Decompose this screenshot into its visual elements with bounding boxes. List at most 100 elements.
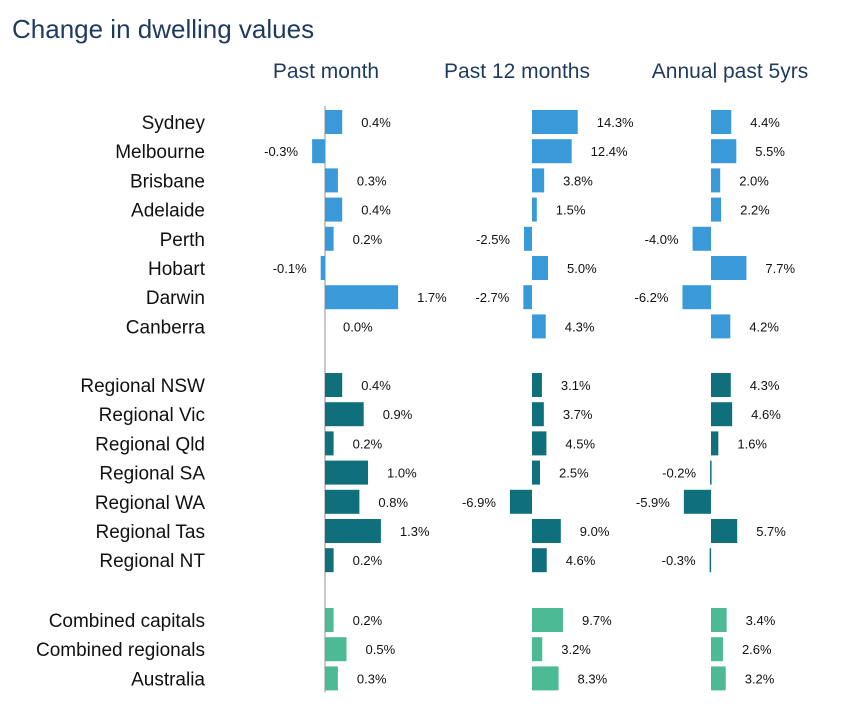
bar-melbourne-past-month xyxy=(312,139,325,164)
bar-darwin-past-12-months xyxy=(523,285,532,310)
value-label-regional-qld-past-12-months: 4.5% xyxy=(565,436,595,451)
value-label-melbourne-past-12-months: 12.4% xyxy=(591,144,628,159)
value-label-regional-sa-past-12-months: 2.5% xyxy=(559,466,589,481)
bar-regional-qld-annual-past-5yrs xyxy=(711,431,719,456)
bar-australia-past-month xyxy=(325,666,338,691)
value-label-hobart-past-month: -0.1% xyxy=(273,261,307,276)
value-label-australia-past-12-months: 8.3% xyxy=(578,671,608,686)
bar-regional-nsw-past-month xyxy=(325,373,343,397)
bar-sydney-past-12-months xyxy=(532,110,578,134)
value-label-regional-nsw-past-12-months: 3.1% xyxy=(561,378,591,393)
row-label-hobart: Hobart xyxy=(148,259,206,280)
bar-regional-wa-annual-past-5yrs xyxy=(683,489,711,514)
bar-regional-qld-past-month xyxy=(325,431,334,456)
bar-brisbane-annual-past-5yrs xyxy=(711,168,721,193)
value-label-darwin-past-12-months: -2.7% xyxy=(475,290,509,305)
value-label-regional-wa-annual-past-5yrs: -5.9% xyxy=(636,495,670,510)
value-label-darwin-annual-past-5yrs: -6.2% xyxy=(635,290,669,305)
value-label-regional-wa-past-12-months: -6.9% xyxy=(462,495,496,510)
bar-regional-nt-past-month xyxy=(325,548,334,573)
row-label-australia: Australia xyxy=(131,669,205,690)
bar-regional-tas-past-12-months xyxy=(532,519,561,543)
value-label-combined-capitals-past-12-months: 9.7% xyxy=(582,613,612,628)
value-label-regional-wa-past-month: 0.8% xyxy=(378,495,408,510)
row-label-regional-wa: Regional WA xyxy=(95,493,206,514)
bar-darwin-past-month xyxy=(325,285,399,310)
value-label-australia-annual-past-5yrs: 3.2% xyxy=(745,671,775,686)
row-label-regional-nt: Regional NT xyxy=(99,551,205,572)
value-label-hobart-past-12-months: 5.0% xyxy=(567,261,597,276)
bar-combined-capitals-annual-past-5yrs xyxy=(711,608,727,632)
row-label-regional-qld: Regional Qld xyxy=(95,434,205,455)
row-label-regional-sa: Regional SA xyxy=(99,464,205,485)
value-label-darwin-past-month: 1.7% xyxy=(417,290,447,305)
bar-australia-past-12-months xyxy=(532,666,559,691)
bar-perth-past-12-months xyxy=(524,226,532,251)
value-label-perth-past-month: 0.2% xyxy=(353,232,383,247)
value-label-brisbane-annual-past-5yrs: 2.0% xyxy=(739,173,769,188)
bar-regional-nsw-annual-past-5yrs xyxy=(711,373,731,397)
row-label-regional-vic: Regional Vic xyxy=(99,405,205,426)
bar-regional-wa-past-12-months xyxy=(509,489,532,514)
value-label-brisbane-past-12-months: 3.8% xyxy=(563,173,593,188)
value-label-regional-nsw-past-month: 0.4% xyxy=(361,378,391,393)
bar-darwin-annual-past-5yrs xyxy=(682,285,711,310)
value-label-hobart-annual-past-5yrs: 7.7% xyxy=(765,261,795,276)
bar-brisbane-past-month xyxy=(325,168,338,193)
row-label-combined-capitals: Combined capitals xyxy=(49,611,205,632)
value-label-canberra-past-12-months: 4.3% xyxy=(565,319,595,334)
bar-regional-qld-past-12-months xyxy=(532,431,547,456)
bar-regional-wa-past-month xyxy=(325,489,360,514)
bar-adelaide-past-month xyxy=(325,197,343,222)
value-label-regional-sa-annual-past-5yrs: -0.2% xyxy=(662,466,696,481)
bar-regional-vic-past-12-months xyxy=(532,402,544,427)
value-label-melbourne-past-month: -0.3% xyxy=(264,144,298,159)
bar-australia-annual-past-5yrs xyxy=(711,666,726,691)
panel-header-past-12-months: Past 12 months xyxy=(444,60,590,83)
bar-sydney-annual-past-5yrs xyxy=(711,110,732,134)
bar-adelaide-annual-past-5yrs xyxy=(711,197,722,222)
row-label-brisbane: Brisbane xyxy=(130,171,205,192)
value-label-adelaide-annual-past-5yrs: 2.2% xyxy=(740,203,770,218)
value-label-combined-capitals-past-month: 0.2% xyxy=(353,613,383,628)
chart-title: Change in dwelling values xyxy=(12,14,315,44)
value-label-sydney-past-month: 0.4% xyxy=(361,115,391,130)
value-label-perth-annual-past-5yrs: -4.0% xyxy=(645,232,679,247)
value-label-regional-nt-annual-past-5yrs: -0.3% xyxy=(662,553,696,568)
row-label-regional-tas: Regional Tas xyxy=(95,522,205,543)
bar-adelaide-past-12-months xyxy=(532,197,537,222)
value-label-regional-tas-past-12-months: 9.0% xyxy=(580,524,610,539)
value-label-regional-tas-past-month: 1.3% xyxy=(400,524,430,539)
value-label-adelaide-past-month: 0.4% xyxy=(361,203,391,218)
bar-brisbane-past-12-months xyxy=(532,168,545,193)
value-label-perth-past-12-months: -2.5% xyxy=(476,232,510,247)
row-label-combined-regionals: Combined regionals xyxy=(36,640,205,661)
row-label-regional-nsw: Regional NSW xyxy=(80,376,205,397)
row-label-canberra: Canberra xyxy=(126,317,206,338)
value-label-combined-regionals-past-12-months: 3.2% xyxy=(561,642,591,657)
bar-hobart-annual-past-5yrs xyxy=(711,256,747,280)
bar-regional-tas-annual-past-5yrs xyxy=(711,519,738,543)
bar-regional-sa-annual-past-5yrs xyxy=(710,460,712,485)
bar-regional-vic-annual-past-5yrs xyxy=(711,402,733,427)
row-label-perth: Perth xyxy=(160,230,205,251)
bar-combined-capitals-past-12-months xyxy=(532,608,564,632)
value-label-combined-regionals-past-month: 0.5% xyxy=(366,642,396,657)
row-label-sydney: Sydney xyxy=(142,113,206,134)
value-label-regional-sa-past-month: 1.0% xyxy=(387,466,417,481)
panel-header-past-month: Past month xyxy=(272,60,380,83)
value-label-australia-past-month: 0.3% xyxy=(357,671,387,686)
value-label-adelaide-past-12-months: 1.5% xyxy=(556,203,586,218)
bar-combined-regionals-past-12-months xyxy=(532,637,543,662)
row-label-melbourne: Melbourne xyxy=(115,142,205,163)
value-label-melbourne-annual-past-5yrs: 5.5% xyxy=(755,144,785,159)
value-label-canberra-past-month: 0.0% xyxy=(343,319,373,334)
value-label-sydney-annual-past-5yrs: 4.4% xyxy=(750,115,780,130)
bar-hobart-past-month xyxy=(320,256,325,280)
value-label-regional-qld-annual-past-5yrs: 1.6% xyxy=(737,436,767,451)
bar-regional-vic-past-month xyxy=(325,402,364,427)
bar-regional-nsw-past-12-months xyxy=(532,373,542,397)
bar-perth-annual-past-5yrs xyxy=(692,226,711,251)
value-label-regional-nsw-annual-past-5yrs: 4.3% xyxy=(750,378,780,393)
